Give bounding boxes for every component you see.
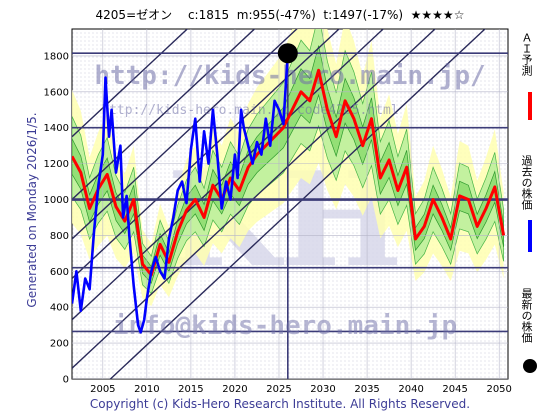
copyright-footer: Copyright (c) Kids-Hero Research Institu…	[89, 397, 471, 411]
y-tick-label: 1600	[44, 87, 69, 98]
latest-price-marker	[277, 43, 298, 64]
trend-line	[72, 29, 256, 201]
x-tick-label: 2030	[310, 384, 335, 395]
y-tick-label: 1800	[44, 51, 69, 62]
x-tick-label: 2010	[134, 384, 159, 395]
trend-line	[72, 29, 437, 369]
legend-ai-forecast: ＡＩ予測	[516, 32, 538, 122]
legend-label: ＡＩ予測	[520, 32, 533, 76]
y-tick-label: 1400	[44, 123, 69, 134]
y-tick-label: 1200	[44, 159, 69, 170]
legend-label: 最新の株価	[520, 288, 533, 343]
y-tick-label: 1000	[44, 195, 69, 206]
legend-swatch-latest-price	[523, 359, 537, 373]
url-watermark: http://kids-hero.main.jp/	[94, 61, 485, 91]
x-tick-label: 2005	[90, 384, 115, 395]
x-tick-label: 2040	[398, 384, 423, 395]
legend-past-price: 過去の株価	[516, 155, 538, 255]
x-tick-label: 2015	[178, 384, 203, 395]
trend-line	[72, 29, 341, 279]
x-tick-label: 2045	[442, 384, 467, 395]
legend-label: 過去の株価	[520, 155, 533, 210]
x-tick-label: 2050	[486, 384, 511, 395]
series-past-price	[72, 53, 290, 334]
series-ai-forecast	[72, 68, 506, 277]
generated-date-note: Generated on Monday 2026/1/5.	[25, 112, 39, 308]
x-tick-label: 2025	[266, 384, 291, 395]
y-tick-label: 200	[50, 339, 69, 350]
legend-latest-price: 最新の株価	[516, 288, 538, 368]
trend-line	[72, 29, 189, 138]
y-tick-label: 400	[50, 303, 69, 314]
trend-line	[109, 29, 486, 379]
code-url-watermark: http://kids-hero.main.jp/code4205.html	[101, 103, 398, 118]
y-tick-label: 0	[63, 375, 69, 386]
x-tick-label: 2035	[354, 384, 379, 395]
chart-title: 4205=ゼオン c:1815 m:955(-47%) t:1497(-17%)…	[95, 8, 465, 22]
email-watermark: info@kids-hero.main.jp	[113, 311, 457, 341]
trend-line	[72, 29, 298, 240]
x-tick-label: 2020	[222, 384, 247, 395]
y-tick-label: 600	[50, 267, 69, 278]
y-tick-label: 800	[50, 231, 69, 242]
